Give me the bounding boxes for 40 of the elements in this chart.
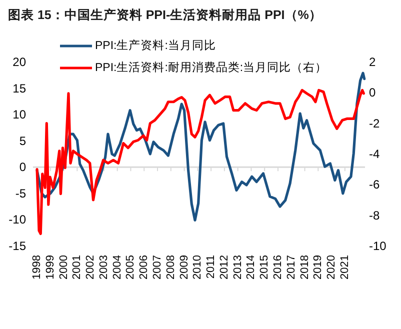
x-tick-label: 2009 [178,255,190,280]
x-tick-label: 2005 [124,255,137,280]
x-tick-label: 2006 [138,255,150,280]
y2-tick-label: 0 [369,86,376,100]
x-tick-label: 2002 [84,255,97,280]
x-tick-label: 2012 [218,255,230,280]
x-tick-label: 2003 [98,255,110,280]
x-tick-label: 2010 [192,255,204,280]
x-tick-label: 1998 [31,255,44,280]
y2-tick-label: -8 [369,208,380,222]
x-tick-label: 2014 [245,255,258,280]
x-tick-label: 2015 [258,255,271,280]
y-tick-label: 20 [12,55,26,69]
x-tick-label: 2004 [111,255,124,280]
x-tick-label: 2019 [312,255,324,280]
y2-tick-label: -4 [369,147,380,161]
y2-tick-label: 2 [369,55,376,69]
y2-tick-label: -10 [369,239,387,253]
title: 图表 15：中国生产资料 PPI-生活资料耐用品 PPI（%） [8,8,322,22]
y-tick-label: -10 [8,212,26,227]
y-tick-label: 10 [12,108,26,122]
x-tick-label: 2018 [298,255,311,280]
y-tick-label: -5 [15,186,26,200]
y-tick-label: -15 [8,239,26,253]
x-tick-label: 2020 [326,255,338,280]
x-tick-label: 1999 [44,255,56,280]
x-tick-label: 2017 [285,255,298,280]
y2-tick-label: -2 [369,116,380,130]
y-tick-label: 0 [19,160,26,174]
x-tick-label: 2001 [71,255,84,280]
x-tick-label: 2013 [232,255,244,280]
x-tick-label: 2000 [58,255,70,280]
y2-tick-label: -6 [369,178,380,192]
y-tick-label: 15 [12,81,26,96]
x-tick-label: 2011 [205,255,218,279]
x-tick-label: 2008 [164,255,177,280]
y-tick-label: 5 [19,134,26,148]
x-tick-label: 2016 [272,255,284,280]
x-tick-label: 2007 [152,255,164,280]
x-tick-label: 2021 [338,255,351,280]
